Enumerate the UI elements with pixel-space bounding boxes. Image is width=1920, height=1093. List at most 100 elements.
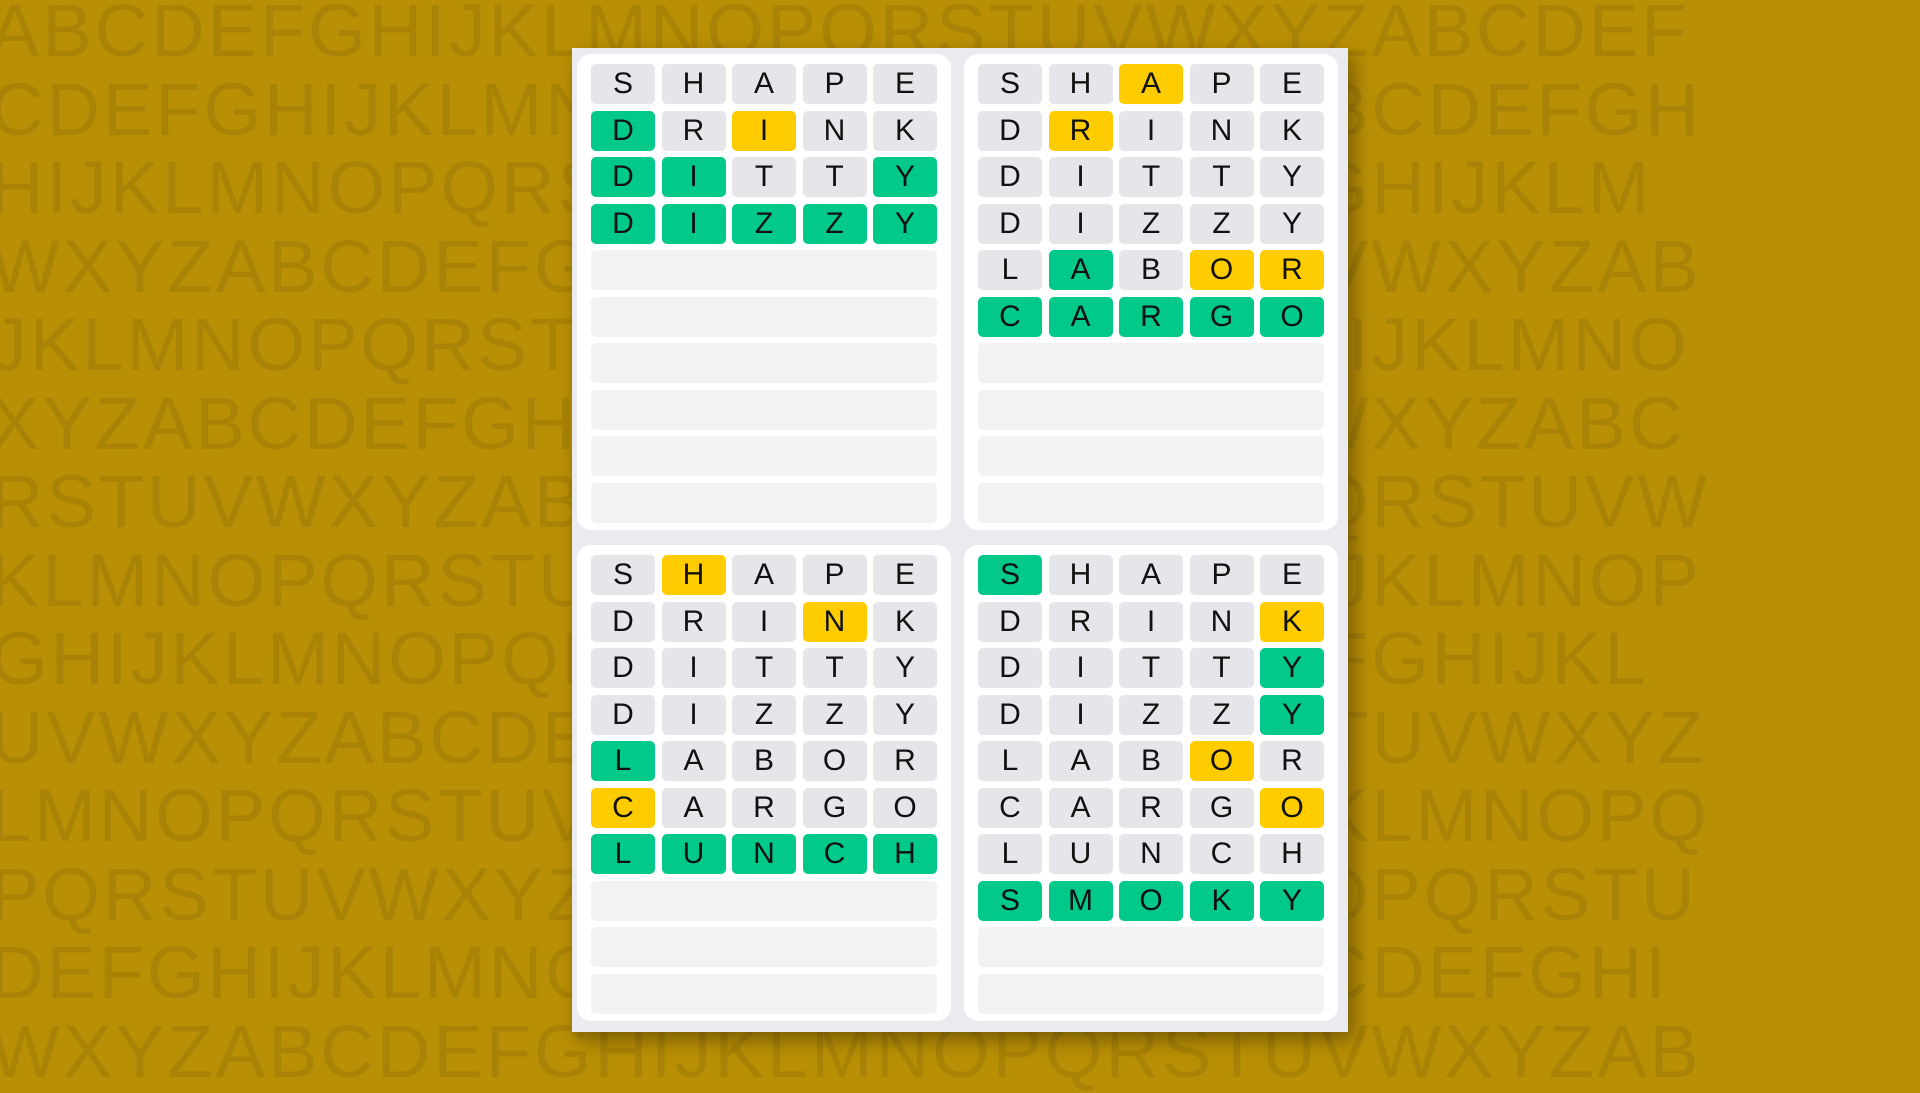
- empty-row: [978, 436, 1324, 476]
- letter-tile: Y: [873, 203, 937, 244]
- empty-row-slot: [978, 343, 1324, 383]
- letter-tile: I: [1119, 601, 1183, 642]
- empty-row: [591, 880, 937, 921]
- letter-tile: H: [1260, 834, 1324, 874]
- letter-tile: H: [873, 834, 937, 874]
- letter-tile: O: [1260, 787, 1324, 828]
- letter-tile: Y: [1260, 694, 1324, 735]
- letter-tile: A: [1048, 741, 1113, 781]
- letter-tile: A: [1048, 250, 1113, 290]
- letter-tile: D: [978, 694, 1042, 735]
- letter-tile: T: [802, 157, 867, 197]
- letter-tile: R: [1048, 601, 1113, 642]
- letter-tile: O: [1119, 880, 1183, 921]
- empty-row: [978, 389, 1324, 430]
- letter-tile: P: [802, 555, 867, 595]
- letter-tile: A: [732, 64, 796, 104]
- letter-tile: I: [661, 157, 726, 197]
- letter-tile: A: [1048, 296, 1113, 337]
- letter-tile: K: [1260, 110, 1324, 151]
- letter-tile: S: [978, 880, 1042, 921]
- letter-tile: T: [732, 157, 796, 197]
- empty-row: [591, 389, 937, 430]
- letter-tile: U: [1048, 834, 1113, 874]
- letter-tile: E: [1260, 555, 1324, 595]
- letter-tile: G: [802, 787, 867, 828]
- letter-tile: N: [802, 110, 867, 151]
- letter-tile: D: [978, 157, 1042, 197]
- letter-tile: R: [1119, 296, 1183, 337]
- letter-tile: U: [661, 834, 726, 874]
- letter-tile: Z: [732, 694, 796, 735]
- letter-tile: K: [873, 601, 937, 642]
- letter-tile: T: [732, 648, 796, 688]
- letter-tile: N: [1189, 110, 1254, 151]
- letter-tile: Y: [873, 157, 937, 197]
- letter-tile: P: [1189, 555, 1254, 595]
- empty-row-slot: [591, 482, 937, 523]
- letter-tile: S: [591, 64, 655, 104]
- letter-tile: N: [1189, 601, 1254, 642]
- letter-tile: Z: [1119, 203, 1183, 244]
- letter-tile: K: [873, 110, 937, 151]
- letter-tile: H: [661, 64, 726, 104]
- letter-tile: T: [1189, 648, 1254, 688]
- letter-tile: I: [1048, 694, 1113, 735]
- letter-tile: D: [591, 648, 655, 688]
- letter-tile: T: [1119, 157, 1183, 197]
- letter-tile: R: [661, 110, 726, 151]
- letter-tile: Z: [802, 203, 867, 244]
- letter-tile: O: [1260, 296, 1324, 337]
- empty-row: [978, 927, 1324, 967]
- letter-tile: H: [1048, 64, 1113, 104]
- letter-tile: A: [1119, 64, 1183, 104]
- letter-tile: I: [1119, 110, 1183, 151]
- letter-tile: Y: [1260, 880, 1324, 921]
- letter-tile: T: [802, 648, 867, 688]
- empty-row: [591, 296, 937, 337]
- empty-row: [591, 927, 937, 967]
- letter-tile: K: [1260, 601, 1324, 642]
- letter-tile: A: [661, 741, 726, 781]
- letter-tile: N: [732, 834, 796, 874]
- letter-tile: R: [1119, 787, 1183, 828]
- empty-row-slot: [978, 436, 1324, 476]
- letter-tile: N: [802, 601, 867, 642]
- letter-tile: R: [1260, 741, 1324, 781]
- empty-row-slot: [591, 436, 937, 476]
- letter-tile: L: [978, 741, 1042, 781]
- letter-tile: I: [1048, 648, 1113, 688]
- letter-tile: A: [1119, 555, 1183, 595]
- letter-tile: B: [1119, 250, 1183, 290]
- letter-tile: R: [1260, 250, 1324, 290]
- letter-tile: I: [732, 110, 796, 151]
- letter-tile: D: [978, 648, 1042, 688]
- letter-tile: O: [873, 787, 937, 828]
- letter-tile: O: [1189, 250, 1254, 290]
- letter-tile: C: [978, 296, 1042, 337]
- letter-tile: R: [732, 787, 796, 828]
- letter-tile: D: [978, 203, 1042, 244]
- empty-row: [978, 343, 1324, 383]
- letter-tile: L: [978, 250, 1042, 290]
- letter-tile: D: [591, 110, 655, 151]
